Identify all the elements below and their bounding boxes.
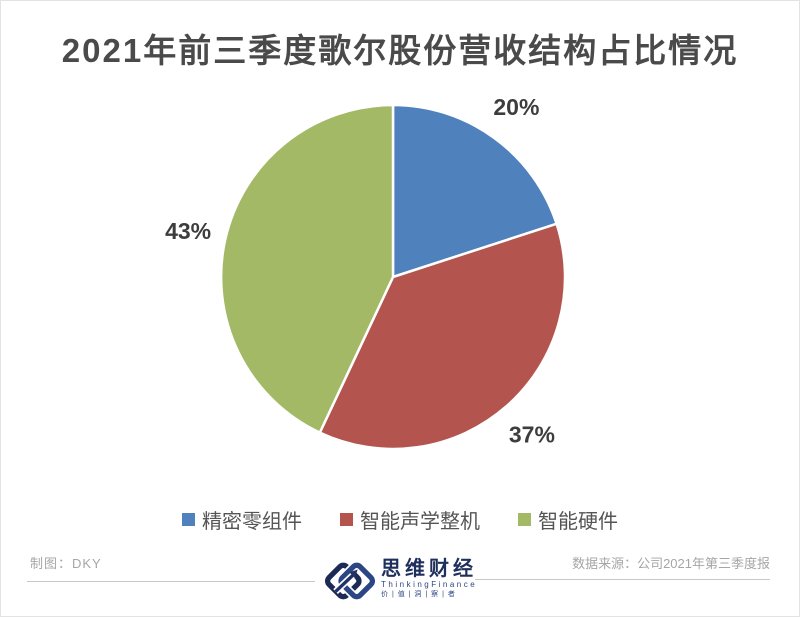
legend-item: 智能硬件 bbox=[518, 505, 618, 534]
brand-subtitle: ThinkingFinance bbox=[381, 580, 478, 589]
legend-item: 智能声学整机 bbox=[340, 505, 480, 534]
brand-logo-text: 思维财经 ThinkingFinance 价 | 值 | 洞 | 察 | 者 bbox=[381, 555, 477, 599]
pie-chart: 20% 37% 43% bbox=[165, 94, 567, 451]
brand-logo: 思维财经 ThinkingFinance 价 | 值 | 洞 | 察 | 者 bbox=[325, 555, 477, 607]
pie-label-1: 37% bbox=[509, 422, 555, 448]
legend-swatch bbox=[518, 513, 531, 526]
chart-credit: 制图：DKY bbox=[30, 556, 102, 571]
footer-divider-left bbox=[27, 581, 315, 582]
pie-slice-0 bbox=[391, 103, 558, 279]
brand-logo-icon bbox=[325, 560, 375, 602]
pie-slice-2 bbox=[219, 103, 395, 434]
legend: 精密零组件 智能声学整机 智能硬件 bbox=[0, 505, 800, 534]
brand-name: 思维财经 bbox=[381, 558, 477, 580]
legend-swatch bbox=[182, 513, 195, 526]
brand-tagline: 价 | 值 | 洞 | 察 | 者 bbox=[381, 590, 456, 598]
data-source: 数据来源：公司2021年第三季度报 bbox=[572, 556, 770, 571]
pie-label-0: 20% bbox=[493, 94, 539, 120]
legend-label: 智能声学整机 bbox=[360, 511, 480, 533]
legend-label: 精密零组件 bbox=[202, 511, 302, 533]
footer-divider-right bbox=[475, 579, 770, 580]
pie-slice-1 bbox=[318, 222, 567, 451]
legend-label: 智能硬件 bbox=[538, 511, 618, 533]
legend-item: 精密零组件 bbox=[182, 505, 302, 534]
legend-swatch bbox=[340, 513, 353, 526]
chart-title: 2021年前三季度歌尔股份营收结构占比情况 bbox=[61, 32, 739, 69]
pie-label-2: 43% bbox=[165, 218, 211, 244]
